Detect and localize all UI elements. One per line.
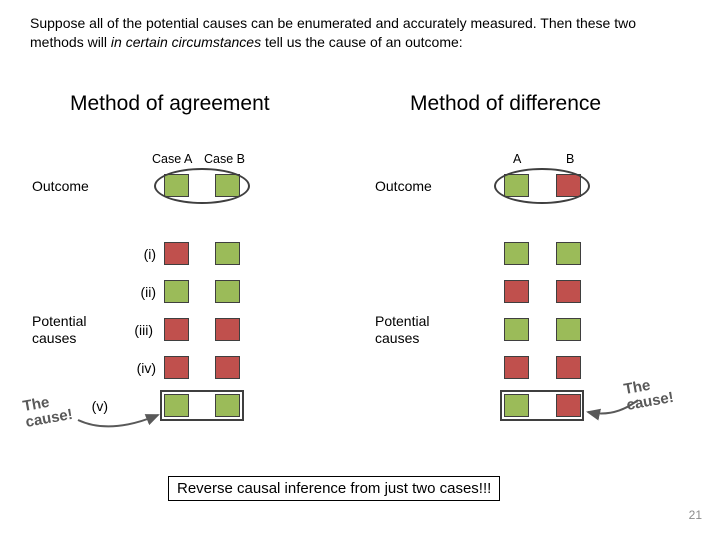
bottom-statement: Reverse causal inference from just two c…: [168, 476, 500, 501]
arrow-left: [0, 0, 720, 540]
page-number: 21: [689, 508, 702, 522]
